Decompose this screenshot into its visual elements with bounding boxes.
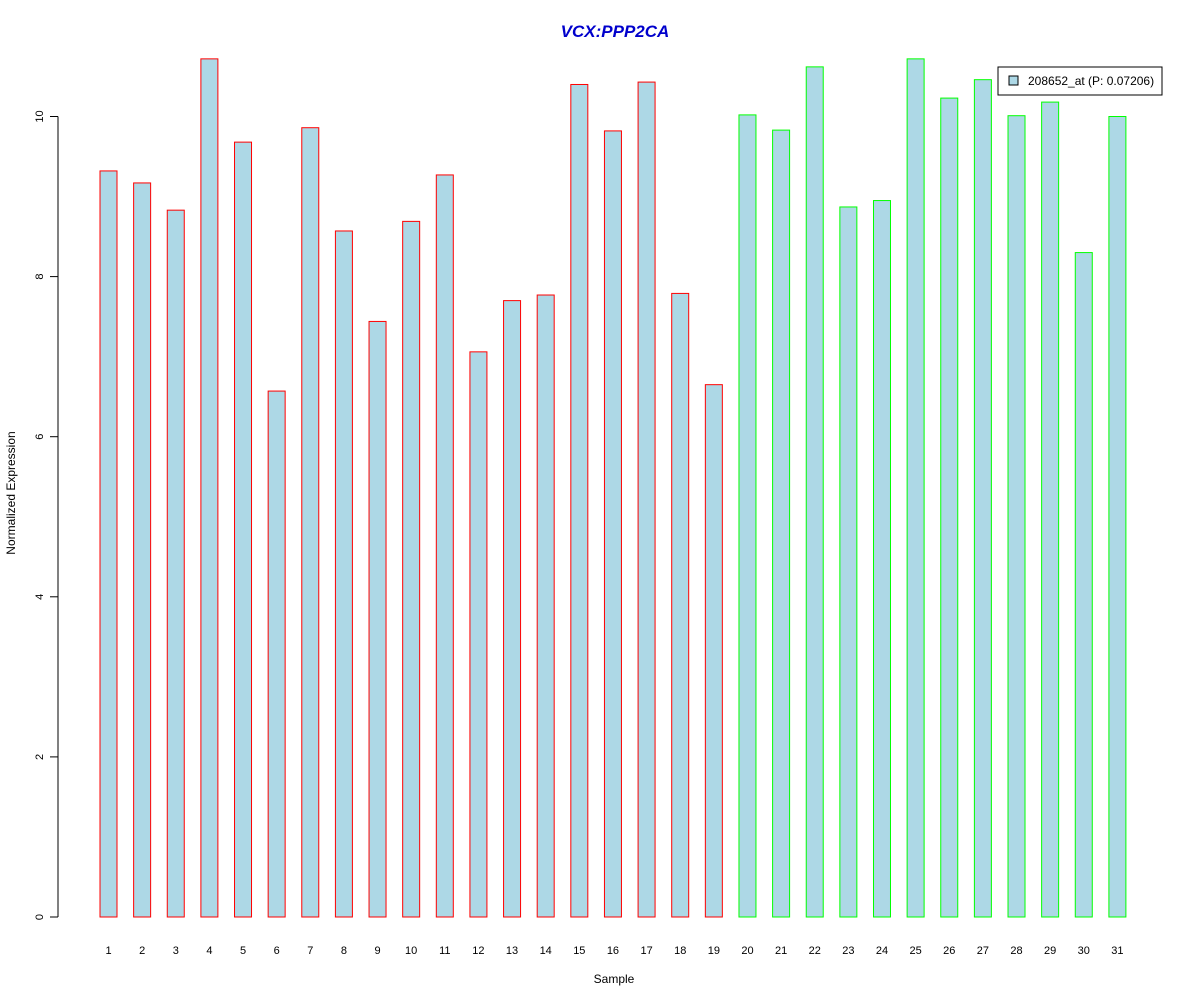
- x-tick-label: 19: [708, 945, 720, 957]
- bar-sample-16: [603, 130, 622, 918]
- x-tick-label: 30: [1078, 945, 1090, 957]
- bar-sample-27: [973, 79, 992, 918]
- bar-sample-23: [839, 206, 858, 918]
- bar-sample-12: [469, 351, 488, 918]
- bar-sample-3: [166, 209, 185, 918]
- x-tick-label: 23: [842, 945, 854, 957]
- bar-sample-4: [200, 58, 219, 918]
- bar-sample-14: [536, 294, 555, 918]
- bar-sample-28: [1007, 115, 1026, 918]
- x-tick-label: 22: [809, 945, 821, 957]
- x-tick-label: 29: [1044, 945, 1056, 957]
- x-tick-label: 24: [876, 945, 888, 957]
- x-tick-label: 7: [307, 945, 313, 957]
- x-tick-label: 1: [105, 945, 111, 957]
- x-tick-label: 15: [573, 945, 585, 957]
- x-tick-label: 28: [1010, 945, 1022, 957]
- x-tick-label: 18: [674, 945, 686, 957]
- bar-sample-31: [1108, 116, 1127, 918]
- bar-sample-20: [738, 114, 757, 918]
- x-tick-label: 9: [374, 945, 380, 957]
- x-tick-label: 3: [173, 945, 179, 957]
- bar-sample-15: [570, 83, 589, 918]
- x-tick-label: 12: [472, 945, 484, 957]
- y-tick-label: 6: [34, 434, 46, 440]
- x-tick-label: 4: [206, 945, 212, 957]
- x-tick-label: 14: [540, 945, 552, 957]
- y-tick-label: 8: [34, 274, 46, 280]
- legend: 208652_at (P: 0.07206): [997, 66, 1163, 96]
- bar-sample-10: [402, 220, 421, 918]
- bar-sample-29: [1041, 101, 1060, 918]
- bar-sample-6: [267, 390, 286, 918]
- chart-title: VCX:PPP2CA: [561, 22, 670, 41]
- y-axis-label: Normalized Expression: [4, 431, 18, 554]
- bars: [99, 58, 1127, 918]
- x-tick-label: 20: [741, 945, 753, 957]
- x-tick-labels: 1 2 3 4 5 6 7 8 9 10 11 12 13 14 15 16 17 18 19 20 21 22 23 24 2…: [105, 945, 1123, 957]
- legend-swatch: [1008, 75, 1019, 86]
- x-tick-label: 8: [341, 945, 347, 957]
- y-tick-label: 4: [34, 594, 46, 600]
- bar-sample-22: [805, 66, 824, 918]
- x-tick-label: 11: [439, 945, 450, 957]
- bar-sample-2: [133, 182, 152, 918]
- x-tick-label: 31: [1111, 945, 1123, 957]
- x-tick-label: 27: [977, 945, 989, 957]
- y-tick-label: 0: [34, 914, 46, 920]
- legend-box: [997, 66, 1163, 96]
- bar-sample-26: [940, 97, 959, 918]
- y-axis: 0 2 4 6 8 10: [34, 110, 59, 920]
- bar-sample-19: [704, 384, 723, 918]
- x-tick-label: 2: [139, 945, 145, 957]
- bar-sample-24: [872, 200, 891, 918]
- bar-sample-18: [671, 292, 690, 918]
- legend-label: 208652_at (P: 0.07206): [1028, 74, 1154, 88]
- x-tick-label: 21: [775, 945, 787, 957]
- bar-sample-5: [234, 141, 253, 918]
- x-tick-label: 17: [640, 945, 652, 957]
- bar-sample-7: [301, 127, 320, 918]
- x-tick-label: 25: [909, 945, 921, 957]
- bar-sample-1: [99, 170, 118, 918]
- bar-sample-30: [1074, 252, 1093, 918]
- bar-sample-11: [435, 174, 454, 918]
- x-tick-label: 6: [274, 945, 280, 957]
- bar-sample-17: [637, 81, 656, 918]
- bar-sample-8: [334, 230, 353, 918]
- bar-sample-13: [503, 300, 522, 918]
- y-tick-label: 2: [34, 754, 46, 760]
- y-tick-label: 10: [34, 110, 46, 122]
- bar-sample-25: [906, 58, 925, 918]
- x-axis-label: Sample: [594, 972, 635, 986]
- bar-sample-21: [772, 129, 791, 918]
- x-tick-label: 26: [943, 945, 955, 957]
- bar-sample-9: [368, 320, 387, 918]
- x-tick-label: 10: [405, 945, 417, 957]
- x-tick-label: 13: [506, 945, 518, 957]
- x-tick-label: 5: [240, 945, 246, 957]
- x-tick-label: 16: [607, 945, 619, 957]
